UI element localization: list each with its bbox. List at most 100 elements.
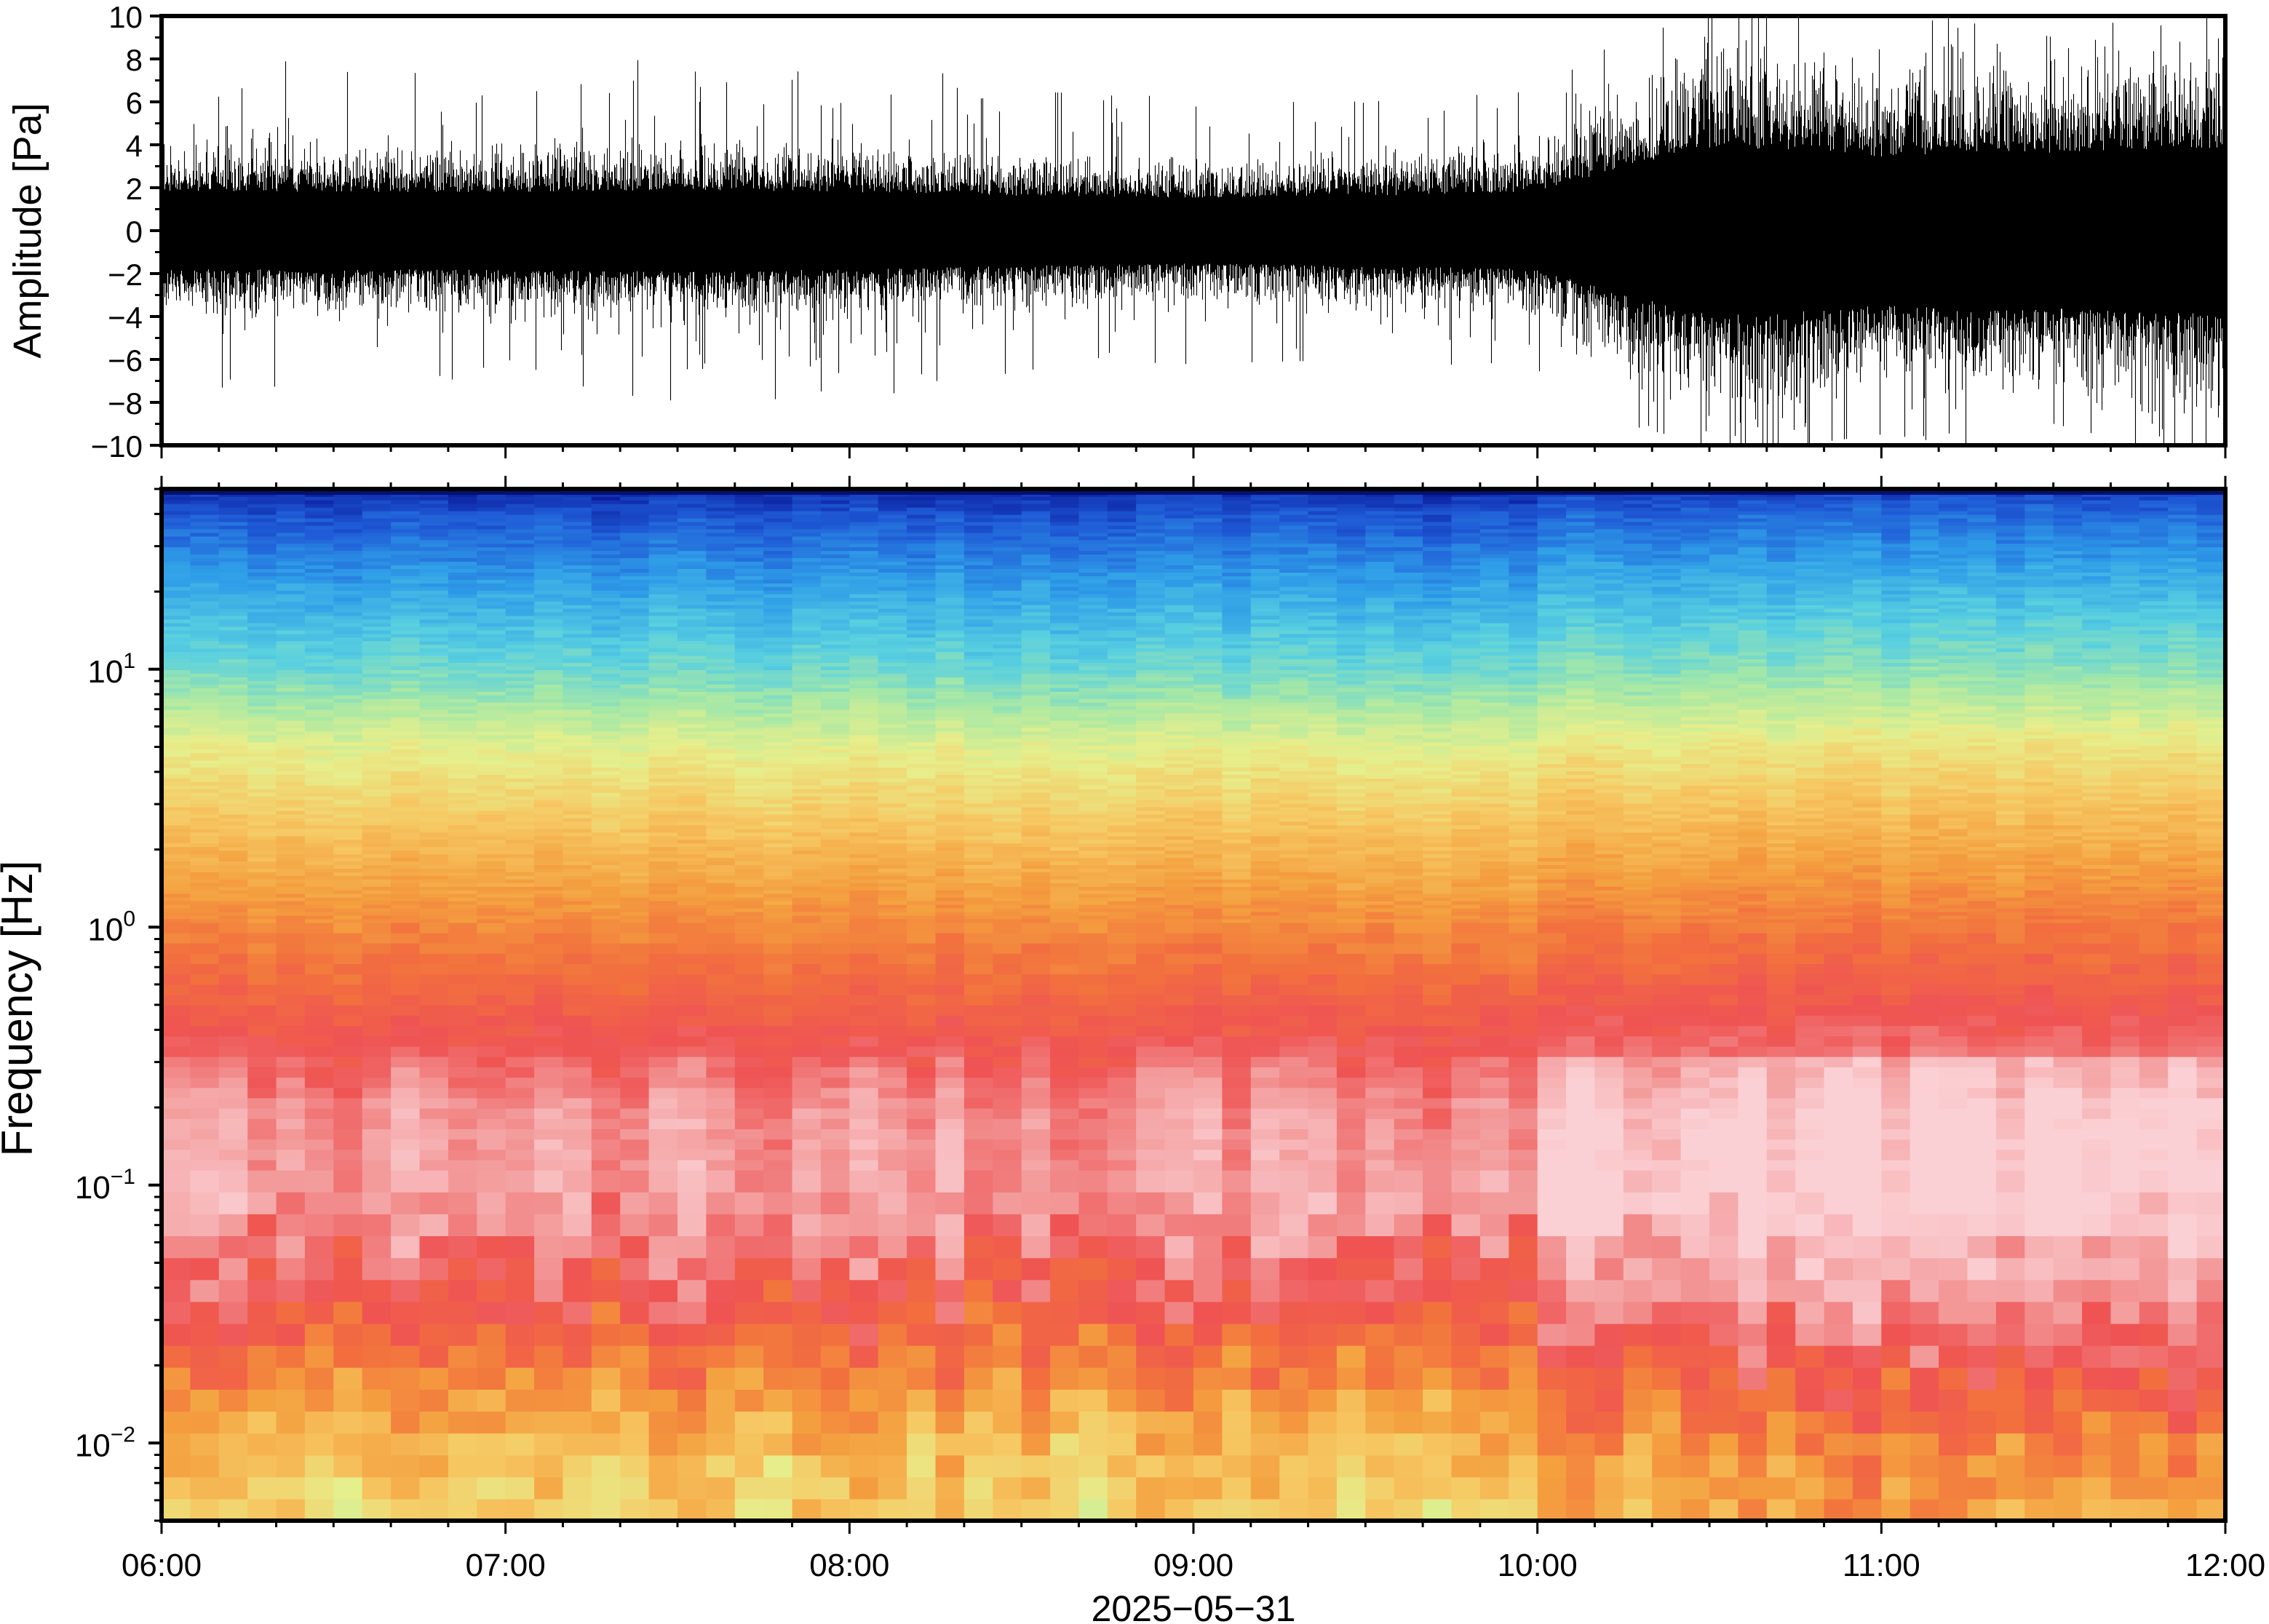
spectrogram-panel: 10−2 10−1 100 101 06:00 07:00 08:00 09:00 10:00…: [0, 476, 2265, 1624]
spectrogram-x-tick-label: 06:00: [122, 1548, 202, 1583]
waveform-y-tick-label: 6: [126, 86, 143, 120]
spectrogram-column: [333, 489, 363, 1521]
spectrogram-x-tick-label: 08:00: [809, 1548, 889, 1583]
spectrogram-column: [1709, 489, 1739, 1521]
waveform-y-tick-label: −4: [108, 300, 143, 335]
waveform-y-tick-label: 10: [108, 0, 143, 34]
date-axis-label: 2025−05−31: [1092, 1588, 1296, 1624]
spectrogram-column: [1164, 489, 1194, 1521]
waveform-trace: [161, 16, 2226, 445]
spectrogram-x-tick-label: 07:00: [466, 1548, 546, 1583]
spectrogram-column: [505, 489, 535, 1521]
spectrogram-column: [963, 489, 994, 1521]
spectrogram-column: [1394, 489, 1423, 1521]
waveform-y-axis-label: Amplitude [Pa]: [6, 103, 49, 358]
spectrogram-column: [1078, 489, 1108, 1521]
waveform-y-tick-label: 0: [126, 215, 143, 249]
spectrogram-column: [1451, 489, 1481, 1521]
spectrogram-column: [1308, 489, 1338, 1521]
spectrogram-x-tick-label: 09:00: [1153, 1548, 1233, 1583]
spectrogram-column: [1995, 489, 2026, 1521]
spectrogram-x-tick-label: 10:00: [1498, 1548, 1578, 1583]
spectrogram-column: [448, 489, 478, 1521]
spectrogram-y-axis-label: Frequency [Hz]: [0, 861, 41, 1157]
spectrogram-column: [1537, 489, 1567, 1521]
waveform-y-tick-label: −2: [108, 258, 143, 292]
spectrogram-column: [648, 489, 678, 1521]
spectrogram-column: [706, 489, 736, 1521]
spectrogram-column: [820, 489, 851, 1521]
spectrogram-column: [276, 489, 306, 1521]
waveform-y-ticks: 10 8 6 4 2 0 −2 −4 −6 −8 −10: [91, 0, 162, 463]
spectrogram-column: [734, 489, 764, 1521]
spectrogram-column: [1021, 489, 1051, 1521]
spectrogram-column: [1222, 489, 1252, 1521]
spectrogram-top-band: [162, 489, 2225, 495]
spectrogram-column: [1738, 489, 1768, 1521]
spectrogram-column: [391, 489, 421, 1521]
spectrogram-frame: [159, 487, 2228, 1523]
spectrogram-column: [1336, 489, 1367, 1521]
waveform-frame: [159, 14, 2228, 447]
spectrogram-column: [1852, 489, 1883, 1521]
spectrogram-column: [190, 489, 220, 1521]
spectrogram-column: [1136, 489, 1166, 1521]
spectrogram-column: [1623, 489, 1653, 1521]
spectrogram-column: [1967, 489, 1997, 1521]
spectrogram-column: [419, 489, 449, 1521]
spectrogram-column: [1824, 489, 1853, 1521]
spectrogram-column: [591, 489, 621, 1521]
spectrogram-column: [1050, 489, 1080, 1521]
spectrogram-column: [1680, 489, 1710, 1521]
spectrogram-column: [2168, 489, 2198, 1521]
spectrogram-column: [1795, 489, 1825, 1521]
spectrogram-column: [1910, 489, 1939, 1521]
spectrogram-column: [1107, 489, 1137, 1521]
spectrogram-column: [935, 489, 965, 1521]
spectrogram-column: [1250, 489, 1280, 1521]
spectrogram-y-tick-label: 100: [87, 907, 135, 947]
spectrogram-column: [849, 489, 879, 1521]
spectrogram-column: [218, 489, 248, 1521]
spectrogram-column: [1652, 489, 1682, 1521]
spectrogram-column: [1594, 489, 1624, 1521]
spectrogram-column: [993, 489, 1022, 1521]
spectrogram-column: [563, 489, 592, 1521]
spectrogram-column: [2053, 489, 2083, 1521]
waveform-y-tick-label: −10: [91, 429, 143, 463]
spectrogram-column: [1193, 489, 1223, 1521]
waveform-x-ticks: [160, 445, 2227, 458]
waveform-line: [161, 16, 2226, 445]
spectrogram-column: [1509, 489, 1538, 1521]
spectrogram-column: [2139, 489, 2169, 1521]
spectrogram-y-tick-label: 10−2: [75, 1422, 135, 1463]
waveform-panel: 10 8 6 4 2 0 −2 −4 −6 −8 −10 Amplitude [Pa]: [6, 0, 2228, 463]
spectrogram-column: [1766, 489, 1796, 1521]
spectrogram-column: [1365, 489, 1395, 1521]
waveform-y-tick-label: 8: [126, 43, 143, 77]
spectrogram-column: [362, 489, 392, 1521]
spectrogram-x-tick-label: 12:00: [2185, 1548, 2265, 1583]
spectrogram-column: [1881, 489, 1911, 1521]
spectrogram-column: [2082, 489, 2112, 1521]
waveform-y-tick-label: 4: [126, 129, 143, 163]
spectrogram-column: [534, 489, 564, 1521]
spectrogram-y-tick-label: 101: [87, 649, 135, 690]
spectrogram-column: [2196, 489, 2226, 1521]
spectrogram-column: [1939, 489, 1968, 1521]
spectrogram-column: [620, 489, 650, 1521]
spectrogram-column: [247, 489, 277, 1521]
spectrogram-column: [1423, 489, 1453, 1521]
waveform-y-tick-label: −6: [108, 343, 143, 378]
spectrogram-column: [878, 489, 907, 1521]
spectrogram-y-tick-label: 10−1: [75, 1165, 135, 1206]
waveform-y-tick-label: 2: [126, 172, 143, 206]
spectrogram-column: [1479, 489, 1510, 1521]
spectrogram-column: [792, 489, 822, 1521]
spectrogram-column: [1279, 489, 1309, 1521]
waveform-y-tick-label: −8: [108, 386, 143, 421]
spectrogram-column: [304, 489, 335, 1521]
spectrogram-y-ticks: 10−2 10−1 100 101: [75, 487, 162, 1522]
spectrogram-column: [763, 489, 793, 1521]
